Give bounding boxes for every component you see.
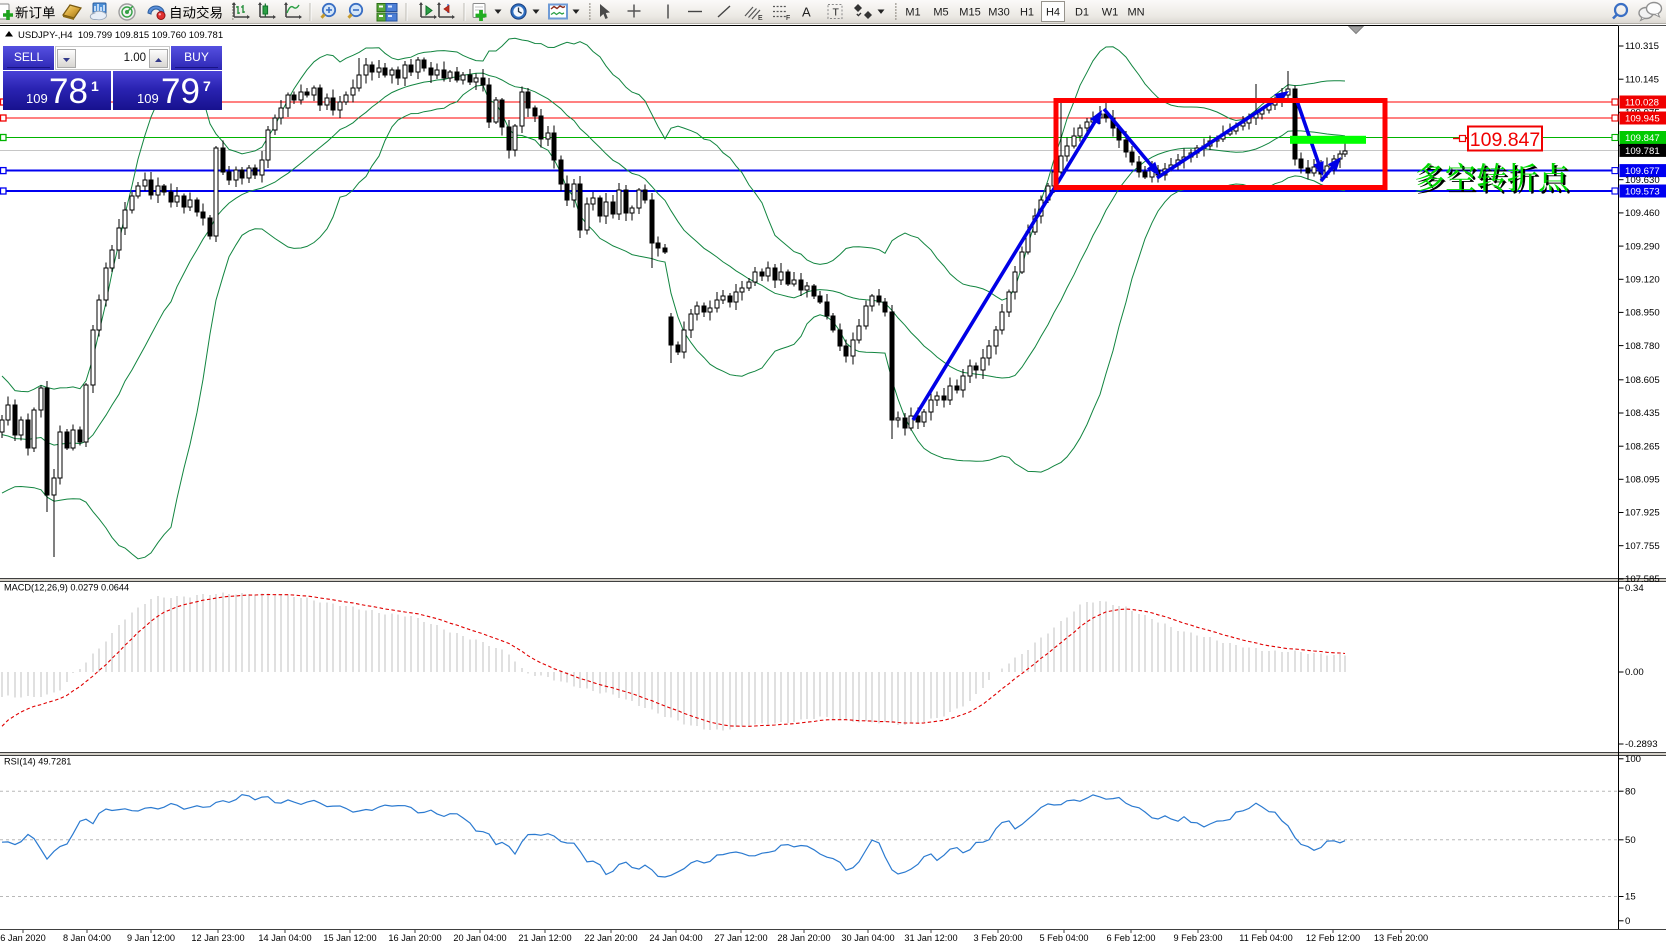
- svg-text:21 Jan 12:00: 21 Jan 12:00: [518, 933, 571, 943]
- svg-text:100: 100: [1625, 754, 1641, 765]
- svg-text:12 Jan 23:00: 12 Jan 23:00: [191, 933, 244, 943]
- svg-text:H4: H4: [1046, 7, 1060, 19]
- svg-text:108.605: 108.605: [1625, 375, 1660, 386]
- svg-text:11 Feb 04:00: 11 Feb 04:00: [1239, 933, 1292, 943]
- svg-text:MN: MN: [1127, 7, 1144, 19]
- svg-text:109.120: 109.120: [1625, 275, 1660, 286]
- svg-text:H1: H1: [1020, 7, 1034, 19]
- svg-text:30 Jan 04:00: 30 Jan 04:00: [841, 933, 894, 943]
- svg-text:E: E: [758, 15, 763, 22]
- svg-text:14 Jan 04:00: 14 Jan 04:00: [258, 933, 311, 943]
- svg-text:109.847: 109.847: [1625, 133, 1660, 144]
- svg-text:A: A: [802, 5, 811, 20]
- svg-text:D1: D1: [1075, 7, 1089, 19]
- svg-text:12 Feb 12:00: 12 Feb 12:00: [1306, 933, 1360, 943]
- svg-text:9 Jan 12:00: 9 Jan 12:00: [127, 933, 175, 943]
- svg-text:22 Jan 20:00: 22 Jan 20:00: [584, 933, 637, 943]
- svg-text:8 Jan 04:00: 8 Jan 04:00: [63, 933, 111, 943]
- svg-text:109.290: 109.290: [1625, 241, 1660, 252]
- svg-text:109.573: 109.573: [1625, 186, 1660, 197]
- svg-text:110.315: 110.315: [1625, 41, 1659, 52]
- svg-text:109.847: 109.847: [1470, 129, 1541, 151]
- svg-text:6 Feb 12:00: 6 Feb 12:00: [1106, 933, 1155, 943]
- svg-text:109.781: 109.781: [1625, 146, 1660, 157]
- svg-text:13 Feb 20:00: 13 Feb 20:00: [1374, 933, 1428, 943]
- svg-text:108.780: 108.780: [1625, 341, 1660, 352]
- svg-text:0.00: 0.00: [1625, 667, 1644, 678]
- svg-text:108.950: 108.950: [1625, 308, 1660, 319]
- svg-text:107.925: 107.925: [1625, 508, 1660, 519]
- svg-text:M15: M15: [959, 7, 980, 19]
- svg-text:M1: M1: [905, 7, 920, 19]
- svg-text:MACD(12,26,9) 0.0279 0.0644: MACD(12,26,9) 0.0279 0.0644: [4, 583, 129, 593]
- svg-text:T: T: [833, 7, 840, 19]
- svg-text:109.677: 109.677: [1625, 166, 1660, 177]
- svg-text:M30: M30: [988, 7, 1009, 19]
- svg-text:RSI(14) 49.7281: RSI(14) 49.7281: [4, 757, 71, 767]
- svg-text:110.028: 110.028: [1625, 97, 1659, 108]
- svg-text:109.945: 109.945: [1625, 113, 1660, 124]
- svg-text:F: F: [786, 15, 790, 22]
- svg-text:5 Feb 04:00: 5 Feb 04:00: [1039, 933, 1088, 943]
- svg-text:W1: W1: [1102, 7, 1119, 19]
- svg-text:15 Jan 12:00: 15 Jan 12:00: [323, 933, 376, 943]
- svg-text:9 Feb 23:00: 9 Feb 23:00: [1173, 933, 1222, 943]
- svg-text:16 Jan 20:00: 16 Jan 20:00: [388, 933, 441, 943]
- svg-text:31 Jan 12:00: 31 Jan 12:00: [904, 933, 957, 943]
- svg-text:24 Jan 04:00: 24 Jan 04:00: [649, 933, 702, 943]
- svg-text:20 Jan 04:00: 20 Jan 04:00: [453, 933, 506, 943]
- svg-text:28 Jan 20:00: 28 Jan 20:00: [777, 933, 830, 943]
- svg-text:109.460: 109.460: [1625, 208, 1660, 219]
- svg-text:108.265: 108.265: [1625, 441, 1660, 452]
- svg-text:-0.2893: -0.2893: [1625, 739, 1658, 750]
- svg-text:3 Feb 20:00: 3 Feb 20:00: [973, 933, 1022, 943]
- svg-text:108.435: 108.435: [1625, 408, 1660, 419]
- svg-text:15: 15: [1625, 892, 1636, 903]
- svg-text:27 Jan 12:00: 27 Jan 12:00: [714, 933, 767, 943]
- svg-text:M5: M5: [933, 7, 948, 19]
- svg-text:6 Jan 2020: 6 Jan 2020: [0, 933, 45, 943]
- svg-text:0.34: 0.34: [1625, 583, 1644, 594]
- svg-text:107.585: 107.585: [1625, 574, 1660, 585]
- svg-text:50: 50: [1625, 835, 1636, 846]
- svg-text:0: 0: [1625, 916, 1630, 927]
- svg-text:80: 80: [1625, 786, 1636, 797]
- svg-text:107.755: 107.755: [1625, 541, 1660, 552]
- svg-text:108.095: 108.095: [1625, 475, 1660, 486]
- svg-text:109.630: 109.630: [1625, 175, 1660, 186]
- svg-text:110.145: 110.145: [1625, 74, 1659, 85]
